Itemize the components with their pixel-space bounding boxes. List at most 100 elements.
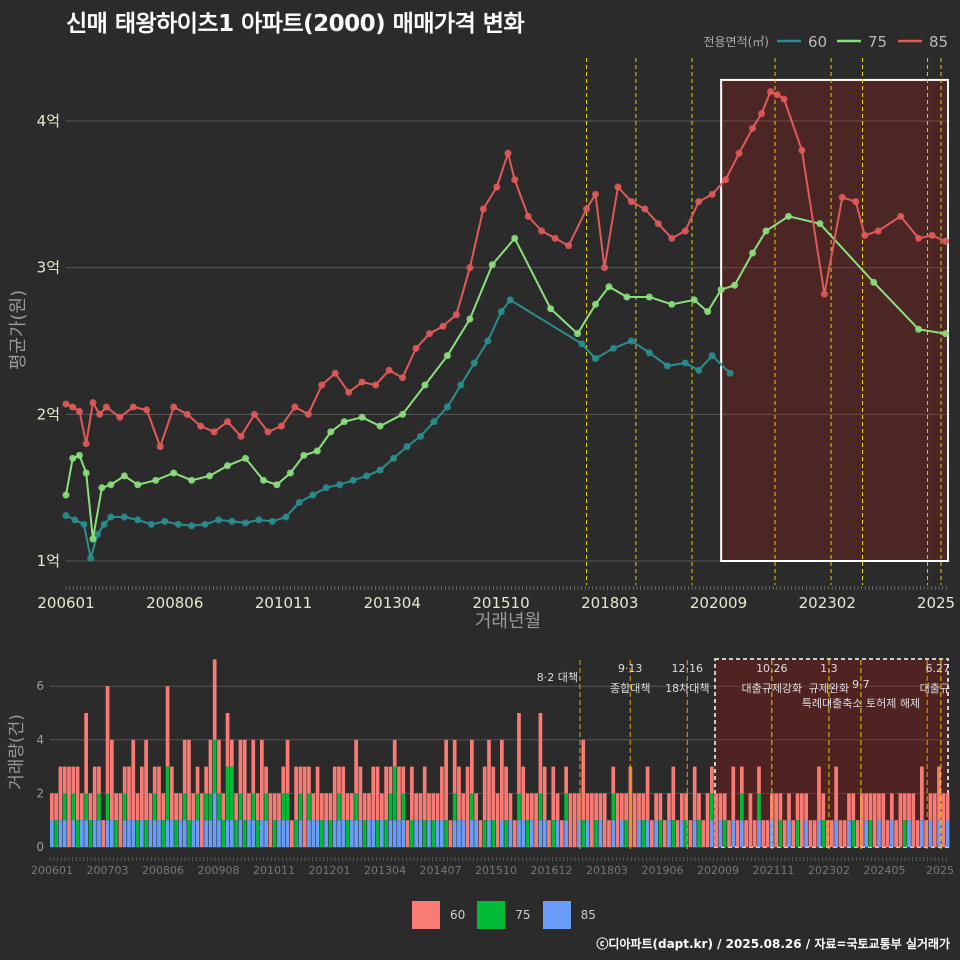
bar-60 <box>710 766 714 794</box>
bar-60 <box>581 739 586 821</box>
bar-85 <box>380 820 384 847</box>
bar-60 <box>555 793 560 821</box>
point-60 <box>71 516 79 524</box>
bar-75 <box>538 793 543 821</box>
bar-x-tick-label: 201803 <box>586 864 628 877</box>
bar-75 <box>187 820 191 847</box>
point-85 <box>654 220 662 228</box>
bar-x-tick-label: 201906 <box>642 864 684 877</box>
bar-60 <box>290 820 294 847</box>
bar-85 <box>890 820 894 847</box>
bar-60 <box>667 793 671 821</box>
bar-60 <box>401 766 406 794</box>
bar-85 <box>530 820 534 847</box>
bar-60 <box>795 793 800 821</box>
bar-60 <box>757 766 761 794</box>
point-75 <box>816 220 824 228</box>
bar-60 <box>422 766 427 821</box>
bar-60 <box>302 766 307 847</box>
bar-75 <box>401 793 406 821</box>
point-60 <box>578 340 586 348</box>
legend-label-60: 60 <box>808 33 827 51</box>
point-85 <box>452 311 460 319</box>
bar-60 <box>358 766 363 821</box>
bar-60 <box>260 739 264 821</box>
point-75 <box>224 462 232 470</box>
event-annotation: 6.27 <box>926 662 951 675</box>
bar-60 <box>225 713 230 767</box>
bar-60 <box>525 793 530 821</box>
point-60 <box>174 520 182 528</box>
bar-60 <box>547 820 551 847</box>
event-annotation: 1.3 <box>820 662 838 675</box>
point-75 <box>668 300 676 308</box>
legend-label-75: 75 <box>868 33 887 51</box>
point-75 <box>300 451 308 459</box>
point-60 <box>726 369 734 377</box>
point-85 <box>614 183 622 191</box>
point-75 <box>511 234 519 242</box>
bar-75 <box>740 793 744 821</box>
y-tick-label: 3억 <box>37 259 60 277</box>
bar-60 <box>294 766 298 821</box>
bar-x-tick-label: 201011 <box>253 864 295 877</box>
bar-85 <box>140 820 144 847</box>
bar-85 <box>487 820 491 847</box>
bar-75 <box>684 820 688 847</box>
bar-60 <box>898 793 903 847</box>
bar-60 <box>924 820 928 847</box>
bar-85 <box>620 820 624 847</box>
bar-75 <box>161 820 166 847</box>
bar-60 <box>881 793 886 847</box>
bar-60 <box>885 820 890 847</box>
bar-60 <box>727 820 731 847</box>
bar-85 <box>311 820 316 847</box>
bar-60 <box>427 793 431 821</box>
bar-85 <box>264 820 268 847</box>
bar-60 <box>165 686 170 767</box>
bar-60 <box>915 820 920 847</box>
point-85 <box>874 227 882 235</box>
bar-60 <box>157 766 161 821</box>
bar-60 <box>105 686 110 794</box>
bar-60 <box>397 766 401 821</box>
bar-85 <box>401 820 406 847</box>
bar-85 <box>285 820 290 847</box>
series-line-85 <box>65 90 946 450</box>
bar-60 <box>937 766 941 821</box>
point-85 <box>183 410 191 418</box>
point-60 <box>663 362 671 370</box>
bar-85 <box>680 820 684 847</box>
event-annotation: 특례대출축소 토허제 해제 <box>802 696 920 710</box>
bar-x-tick-label: 202405 <box>864 864 906 877</box>
bar-85 <box>110 820 114 847</box>
bar-60 <box>701 820 706 847</box>
bar-75 <box>392 766 397 821</box>
bar-85 <box>165 820 170 847</box>
point-85 <box>264 428 272 436</box>
bar-85 <box>354 820 358 847</box>
bar-85 <box>157 820 161 847</box>
bar-85 <box>105 820 110 847</box>
bar-60 <box>868 793 873 821</box>
bar-85 <box>397 820 401 847</box>
bar-85 <box>315 820 320 847</box>
point-75 <box>915 325 923 333</box>
event-annotation: 9·13 <box>618 662 643 675</box>
bar-85 <box>461 820 466 847</box>
bar-85 <box>555 820 560 847</box>
bar-60 <box>838 820 843 847</box>
point-85 <box>897 212 905 220</box>
y-tick-label: 1억 <box>37 552 60 570</box>
bar-75 <box>671 820 676 847</box>
point-85 <box>372 381 380 389</box>
bar-75 <box>551 820 556 847</box>
bar-75 <box>581 820 586 847</box>
bar-60 <box>247 793 251 821</box>
legend-label-85: 85 <box>580 908 596 922</box>
point-75 <box>259 476 267 484</box>
bar-60 <box>722 793 727 821</box>
point-85 <box>820 290 828 298</box>
point-60 <box>592 355 600 363</box>
